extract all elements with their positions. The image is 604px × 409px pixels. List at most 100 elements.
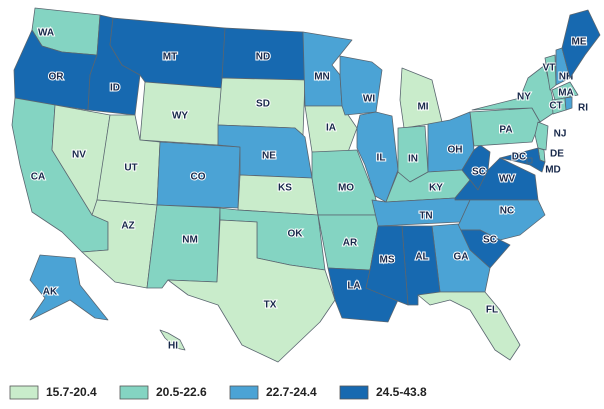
state-label: AZ — [121, 221, 134, 232]
state: LA — [327, 267, 399, 323]
states: WA OR CA NV ID MT WY UT AZ CO NM ND SD N… — [11, 7, 601, 363]
state-shape — [526, 157, 533, 164]
legend-label: 24.5-43.8 — [376, 385, 427, 399]
state: UT — [96, 114, 161, 206]
state: CA — [11, 97, 109, 253]
state-label: AL — [415, 252, 428, 263]
state-label: NJ — [554, 129, 567, 140]
state: KS — [237, 174, 319, 216]
state: NH — [555, 47, 574, 86]
state-label: SC — [472, 167, 486, 178]
state-label: NC — [500, 206, 514, 217]
state-label: OK — [288, 229, 304, 240]
state-shape — [146, 204, 221, 289]
state: WV — [454, 157, 539, 201]
state-label: OH — [448, 145, 463, 156]
state-shape — [159, 329, 186, 351]
state-label: HI — [168, 341, 178, 352]
state-label: PA — [499, 125, 512, 136]
state-label: SD — [256, 99, 270, 110]
state-label: ND — [256, 52, 270, 63]
state-shape — [237, 174, 319, 216]
state-label: VT — [543, 63, 556, 74]
state-label: ID — [110, 83, 120, 94]
state: OH — [427, 111, 475, 173]
state: TX — [167, 219, 336, 363]
state: ME — [561, 9, 601, 79]
state-label: NM — [182, 235, 198, 246]
state-label: CA — [31, 172, 45, 183]
state-label: TX — [264, 300, 277, 311]
state: DC — [511, 151, 533, 164]
state: IN — [397, 125, 429, 183]
state-label: KS — [278, 183, 292, 194]
state-label: TN — [419, 211, 432, 222]
state-shape — [365, 225, 409, 306]
legend-swatch — [229, 385, 259, 400]
state-shape — [399, 67, 443, 129]
state-label: WA — [38, 28, 54, 39]
state-label: RI — [578, 103, 588, 114]
state-shape — [304, 105, 358, 153]
state: TN — [371, 197, 471, 227]
state-shape — [534, 121, 549, 151]
state: SD — [217, 77, 306, 136]
state-shape — [356, 111, 399, 203]
state-label: MI — [417, 102, 428, 113]
state-label: KY — [429, 183, 443, 194]
state-label: AR — [343, 238, 358, 249]
state: MO — [311, 149, 381, 216]
state-label: NE — [262, 151, 276, 162]
state: PA — [469, 107, 541, 147]
state-label: DC — [512, 152, 526, 163]
state: CO — [156, 141, 241, 209]
state: MN — [302, 31, 353, 107]
state: SC — [454, 229, 511, 269]
state-label: MA — [558, 88, 574, 99]
state-shape — [471, 64, 556, 123]
state: WI — [339, 55, 383, 116]
state-shape — [499, 147, 546, 173]
state: WY — [139, 81, 223, 146]
state-label: ME — [572, 37, 587, 48]
state: RI — [564, 96, 589, 115]
state: FL — [417, 291, 521, 361]
state-shape — [551, 81, 579, 101]
state: AK — [29, 254, 109, 321]
state: HI — [159, 329, 186, 353]
state: ND — [221, 27, 306, 81]
state: NE — [217, 124, 313, 179]
state-label: MO — [338, 183, 354, 194]
state-label: IL — [377, 153, 386, 164]
state-label: CO — [191, 172, 206, 183]
state-label: UT — [124, 163, 137, 174]
state-label: WY — [172, 111, 188, 122]
state-label: IA — [326, 123, 336, 134]
state: IA — [304, 105, 358, 153]
state-shape — [564, 96, 573, 111]
state-label: CT — [549, 101, 562, 112]
state: AR — [317, 214, 381, 271]
state-shape — [417, 291, 521, 361]
state: NV — [51, 104, 111, 216]
state-label: GA — [454, 252, 469, 263]
legend-swatch — [119, 385, 149, 400]
state-label: MD — [545, 165, 561, 176]
state-label: OR — [49, 72, 65, 83]
state-label: FL — [486, 305, 498, 316]
state-label: NY — [517, 92, 531, 103]
state-label: SC — [483, 235, 497, 246]
state-shape — [561, 9, 601, 79]
state-label: NV — [72, 150, 86, 161]
legend: 15.7-20.4 20.5-22.6 22.7-24.4 24.5-43.8 — [9, 385, 427, 400]
state: NJ — [534, 121, 567, 151]
state-shape — [29, 254, 109, 321]
state-label: WI — [363, 94, 375, 105]
state-label: MT — [163, 52, 177, 63]
state-shape — [167, 219, 336, 363]
state: ID — [87, 14, 141, 116]
state: MS — [365, 225, 409, 306]
state-shape — [339, 55, 383, 116]
legend-label: 22.7-24.4 — [266, 385, 317, 399]
